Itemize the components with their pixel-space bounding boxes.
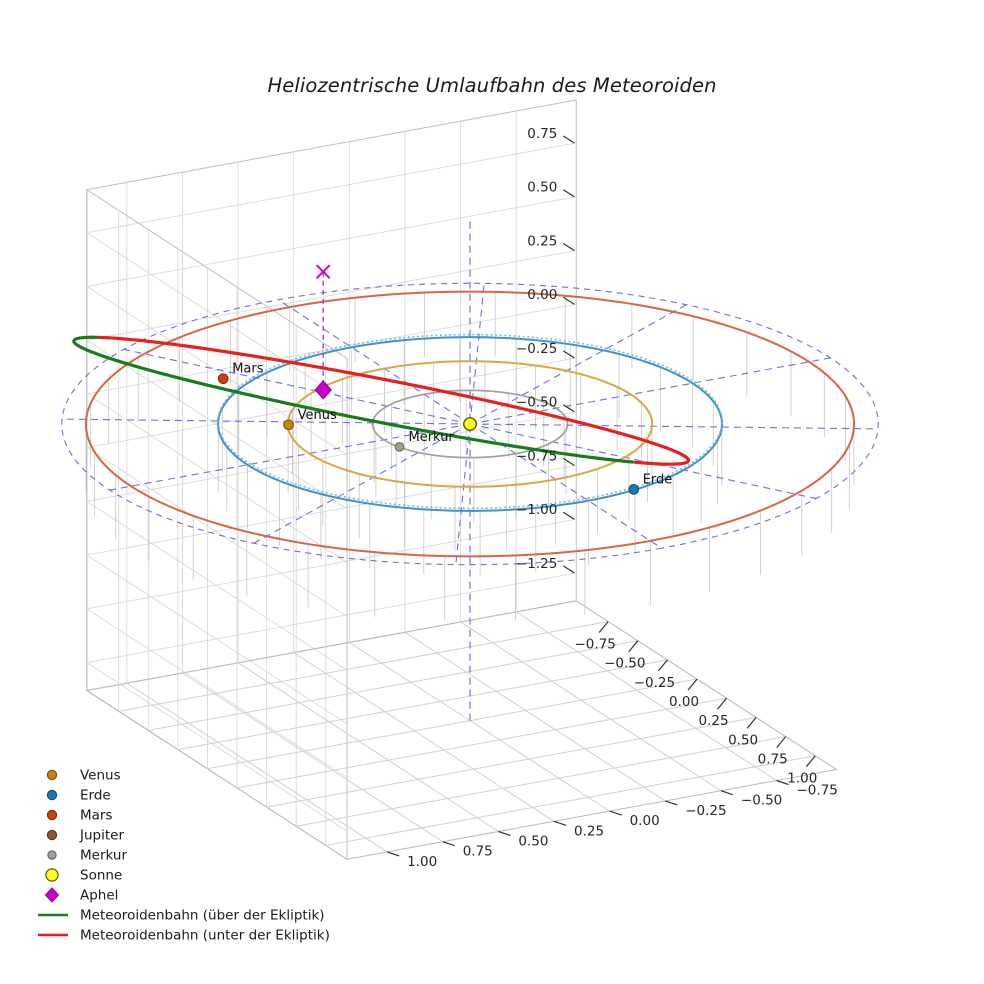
z-tick-label: −0.75: [516, 448, 557, 464]
y-tick-label: −0.25: [685, 803, 726, 819]
aphel-diamond-marker: [314, 380, 332, 400]
ecliptic-guide-lines: [61, 219, 879, 721]
legend-item[interactable]: Aphel: [44, 887, 119, 904]
legend-circle-swatch: [47, 850, 57, 860]
planet-marker-erde: [628, 484, 640, 495]
x-tick-label: −0.75: [575, 637, 616, 653]
y-tick-label: 0.00: [630, 813, 660, 829]
planet-marker-venus: [283, 419, 294, 431]
legend-label: Sonne: [80, 868, 122, 884]
z-tick-label: 0.25: [527, 234, 557, 250]
legend-circle-swatch: [46, 829, 58, 841]
legend-label: Mars: [80, 808, 113, 824]
legend-label: Merkur: [80, 848, 127, 864]
z-tick-label: 0.75: [527, 126, 557, 142]
sun-marker: [463, 417, 477, 431]
legend-label: Meteoroidenbahn (über der Ekliptik): [80, 908, 325, 924]
legend-circle-swatch: [46, 769, 58, 781]
y-tick-label: 0.50: [518, 834, 548, 850]
x-tick-label: 0.00: [669, 694, 699, 710]
z-tick-label: −0.25: [516, 341, 557, 357]
legend-item[interactable]: Meteoroidenbahn (unter der Ekliptik): [38, 928, 330, 944]
legend-item[interactable]: Sonne: [45, 868, 122, 884]
x-tick-label: −0.25: [634, 675, 675, 691]
x-tick-label: 0.75: [758, 752, 788, 768]
legend-item[interactable]: Meteoroidenbahn (über der Ekliptik): [38, 908, 325, 924]
x-tick-label: −0.50: [604, 656, 645, 672]
y-tick-label: −0.50: [741, 793, 782, 809]
aphel-cross-marker: [316, 264, 331, 279]
legend-circle-swatch: [46, 789, 58, 801]
legend-diamond-swatch: [44, 887, 60, 903]
legend-label: Meteoroidenbahn (unter der Ekliptik): [80, 928, 330, 944]
planet-marker-mars: [217, 373, 229, 385]
z-tick-label: −0.50: [516, 395, 557, 411]
legend-label: Aphel: [80, 888, 118, 904]
legend-item[interactable]: Jupiter: [46, 828, 124, 844]
y-tick-label: −0.75: [797, 783, 838, 799]
planet-label-venus: Venus: [298, 408, 337, 423]
planet-label-erde: Erde: [643, 472, 673, 487]
planet-label-merkur: Merkur: [409, 430, 455, 445]
body-markers: Mars Venus Merkur Erde: [217, 264, 673, 495]
legend-circle-swatch: [45, 868, 59, 882]
legend-item[interactable]: Merkur: [47, 848, 128, 864]
planet-marker-merkur: [394, 441, 405, 452]
x-tick-label: 0.50: [728, 732, 758, 748]
z-tick-label: −1.00: [516, 502, 557, 518]
legend-label: Venus: [80, 768, 121, 784]
legend-item[interactable]: Venus: [46, 768, 121, 784]
legend-label: Jupiter: [79, 828, 124, 844]
z-tick-label: 0.50: [527, 180, 557, 196]
planet-orbits: [84, 290, 856, 558]
page-title: Heliozentrische Umlaufbahn des Meteoroid…: [267, 74, 717, 97]
x-tick-label: 0.25: [698, 713, 728, 729]
axis-ticks: 0.750.500.250.00−0.25−0.50−0.75−1.00−1.2…: [386, 126, 838, 870]
legend-label: Erde: [80, 788, 111, 804]
legend-item[interactable]: Mars: [46, 808, 113, 824]
y-tick-label: 1.00: [407, 854, 437, 870]
axes-gridlines: [86, 110, 816, 853]
z-tick-label: 0.00: [527, 287, 557, 303]
legend-item[interactable]: Erde: [46, 788, 111, 804]
legend-circle-swatch: [46, 809, 58, 821]
meteoroid-orbit: [72, 335, 691, 466]
x-tick-label: 1.00: [787, 771, 817, 787]
planet-label-mars: Mars: [232, 362, 264, 377]
z-tick-label: −1.25: [516, 556, 557, 572]
y-tick-label: 0.25: [574, 823, 604, 839]
chart-legend: Venus Erde Mars Jupiter Merkur Sonne Aphel Mete…: [38, 768, 330, 944]
y-tick-label: 0.75: [463, 844, 493, 860]
